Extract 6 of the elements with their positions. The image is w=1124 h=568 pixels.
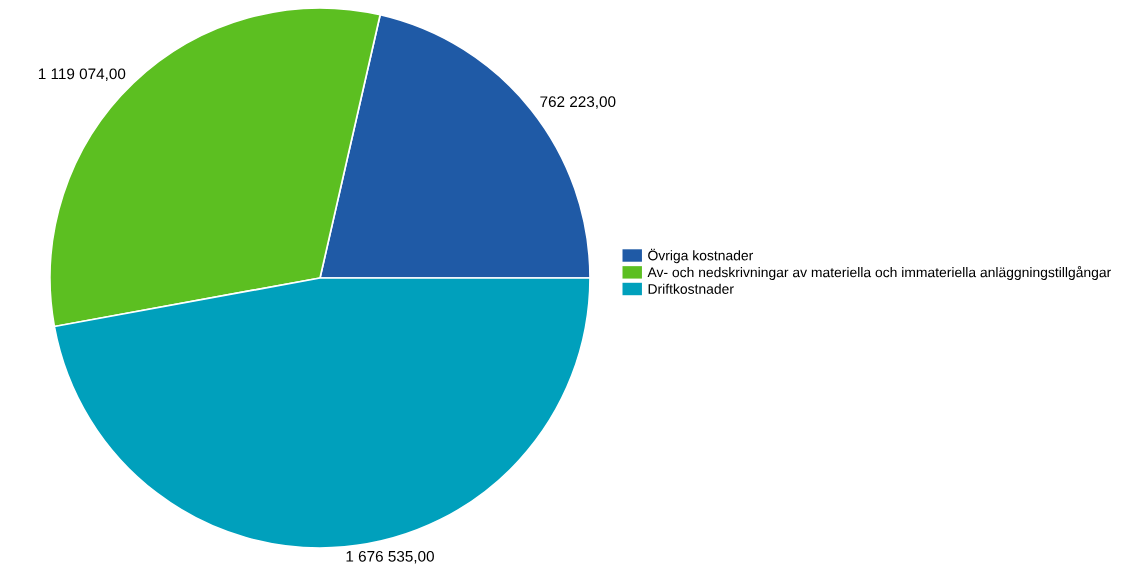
legend-label: Driftkostnader <box>648 283 734 294</box>
data-label: 762 223,00 <box>540 96 616 109</box>
data-label: 1 676 535,00 <box>346 550 434 564</box>
legend-label: Övriga kostnader <box>648 248 754 264</box>
data-label: 1 119 074,00 <box>38 68 126 82</box>
legend-label: Av- och nedskrivningar av materiella och immateriella anläggningstillgångar <box>647 265 1111 280</box>
